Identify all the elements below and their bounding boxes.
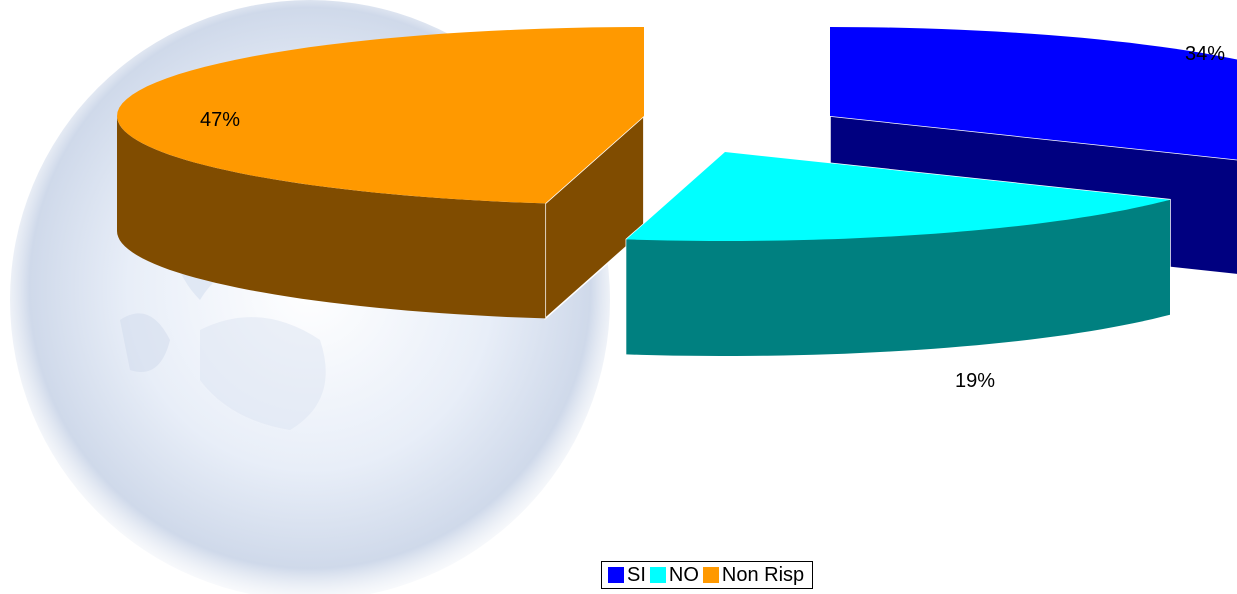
slice-rim xyxy=(626,199,1170,356)
legend-label: Non Risp xyxy=(721,564,805,586)
data-label-si: 34% xyxy=(1185,43,1225,65)
slice-top xyxy=(117,27,644,204)
legend-item-si: SI xyxy=(608,565,646,585)
pie-slices xyxy=(117,27,1237,357)
legend-swatch xyxy=(649,567,666,583)
slice-no xyxy=(625,150,1171,357)
slice-top xyxy=(830,27,1237,160)
legend-label: NO xyxy=(668,564,699,586)
legend-swatch xyxy=(702,567,719,583)
slice-non-risp xyxy=(117,27,645,321)
legend-label: SI xyxy=(627,564,646,586)
chart-legend: SI NO Non Risp xyxy=(601,561,814,589)
slice-top xyxy=(626,152,1170,241)
data-label-non-risp: 47% xyxy=(200,109,240,131)
legend-item-no: NO xyxy=(649,564,699,586)
legend-swatch xyxy=(608,567,624,583)
data-label-no: 19% xyxy=(955,370,995,392)
pie-labels: 34% 19% 47% xyxy=(200,43,1225,392)
legend-item-non-risp: Non Risp xyxy=(702,564,805,586)
slice-rim xyxy=(117,116,546,319)
